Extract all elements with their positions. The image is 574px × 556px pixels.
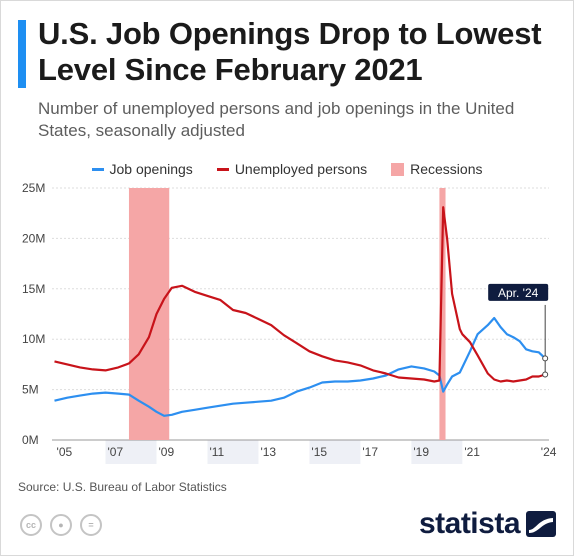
y-tick-label: 15M bbox=[22, 282, 45, 296]
title-accent-bar bbox=[18, 20, 26, 88]
recession-band bbox=[439, 188, 446, 440]
no-derivatives-icon[interactable]: = bbox=[80, 514, 102, 536]
x-tick-label: '07 bbox=[108, 445, 124, 459]
x-tick-label: '17 bbox=[362, 445, 378, 459]
x-tick-label: '11 bbox=[209, 445, 224, 459]
series-end-marker bbox=[542, 355, 549, 362]
y-tick-label: 25M bbox=[22, 181, 45, 195]
annotation-label: Apr. '24 bbox=[498, 286, 539, 300]
license-icons: cc ● = bbox=[20, 514, 102, 536]
legend-item-unemployed: Unemployed persons bbox=[216, 161, 368, 177]
x-tick-label: '15 bbox=[311, 445, 327, 459]
legend-label-job-openings: Job openings bbox=[109, 161, 193, 177]
series-line bbox=[54, 206, 546, 383]
y-tick-label: 0M bbox=[22, 433, 39, 447]
source-note: Source: U.S. Bureau of Labor Statistics bbox=[18, 480, 227, 494]
legend-item-job-openings: Job openings bbox=[91, 161, 193, 177]
chart-legend: Job openings Unemployed persons Recessio… bbox=[0, 161, 574, 177]
chart-subtitle: Number of unemployed persons and job ope… bbox=[38, 99, 515, 140]
brand-name: statista bbox=[418, 507, 521, 540]
legend-swatch-recessions bbox=[391, 162, 405, 176]
attribution-icon[interactable]: ● bbox=[50, 514, 72, 536]
x-axis-band bbox=[309, 440, 361, 464]
legend-swatch-unemployed bbox=[216, 167, 229, 171]
x-axis-band bbox=[411, 440, 463, 464]
series-line bbox=[54, 316, 546, 417]
x-tick-label: '09 bbox=[158, 445, 174, 459]
legend-label-unemployed: Unemployed persons bbox=[234, 161, 368, 177]
series-end-marker bbox=[542, 371, 549, 378]
x-tick-label: '05 bbox=[57, 445, 73, 459]
legend-label-recessions: Recessions bbox=[410, 161, 483, 177]
x-axis-band bbox=[105, 440, 157, 464]
y-tick-label: 10M bbox=[22, 332, 45, 346]
creative-commons-icon[interactable]: cc bbox=[20, 514, 42, 536]
x-tick-label: '24 bbox=[541, 445, 557, 459]
chart-title: U.S. Job Openings Drop to Lowest Level S… bbox=[38, 16, 542, 87]
recession-band bbox=[128, 188, 170, 440]
x-axis-band bbox=[207, 440, 259, 464]
statista-logo[interactable]: statista bbox=[419, 508, 556, 540]
x-tick-label: '19 bbox=[413, 445, 429, 459]
y-tick-label: 5M bbox=[22, 383, 39, 397]
statista-wave-icon bbox=[526, 511, 556, 537]
y-tick-label: 20M bbox=[22, 231, 45, 245]
x-tick-label: '21 bbox=[464, 445, 480, 459]
legend-swatch-job-openings bbox=[91, 167, 104, 171]
annotation-box bbox=[488, 283, 549, 301]
line-chart: 0M 5M 10M 15M 20M 25M Apr. '24 '05 '07 '09 '11 '13 '… bbox=[22, 181, 557, 464]
x-tick-label: '13 bbox=[260, 445, 276, 459]
legend-item-recessions: Recessions bbox=[391, 161, 482, 177]
